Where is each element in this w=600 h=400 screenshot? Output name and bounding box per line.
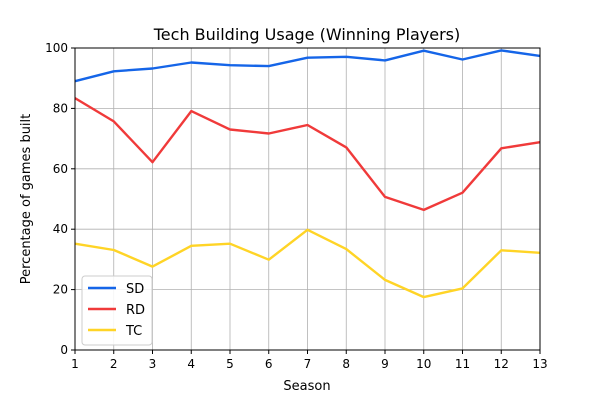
x-tick-label: 6 [265, 357, 273, 371]
x-tick-label: 12 [494, 357, 509, 371]
y-tick-label: 40 [53, 222, 68, 236]
y-tick-label: 100 [45, 41, 68, 55]
y-axis-ticks: 0 20 40 60 80 100 [45, 41, 75, 357]
x-tick-label: 4 [187, 357, 195, 371]
x-tick-label: 5 [226, 357, 234, 371]
series-line-rd [74, 97, 541, 212]
series-line-tc [74, 228, 541, 299]
x-axis-ticks: 1 2 3 4 5 6 7 8 9 10 11 12 13 [71, 350, 548, 371]
x-tick-label: 7 [304, 357, 312, 371]
x-tick-label: 9 [381, 357, 389, 371]
y-tick-label: 80 [53, 101, 68, 115]
series-lines [74, 49, 541, 299]
y-tick-label: 20 [53, 283, 68, 297]
x-tick-label: 10 [416, 357, 431, 371]
x-tick-label: 2 [110, 357, 118, 371]
x-tick-label: 3 [149, 357, 157, 371]
series-line-sd [74, 49, 541, 83]
x-tick-label: 11 [455, 357, 470, 371]
legend-label-tc: TC [125, 324, 142, 339]
x-tick-label: 1 [71, 357, 79, 371]
x-tick-label: 8 [342, 357, 350, 371]
legend: SD RD TC [81, 275, 153, 346]
legend-label-sd: SD [126, 282, 144, 297]
legend-label-rd: RD [126, 303, 145, 318]
x-axis-label: Season [283, 379, 330, 394]
x-tick-label: 13 [532, 357, 547, 371]
y-tick-label: 60 [53, 162, 68, 176]
chart-title: Tech Building Usage (Winning Players) [153, 25, 460, 44]
y-axis-label: Percentage of games built [19, 114, 34, 285]
y-tick-label: 0 [60, 343, 68, 357]
legend-box [81, 275, 153, 346]
